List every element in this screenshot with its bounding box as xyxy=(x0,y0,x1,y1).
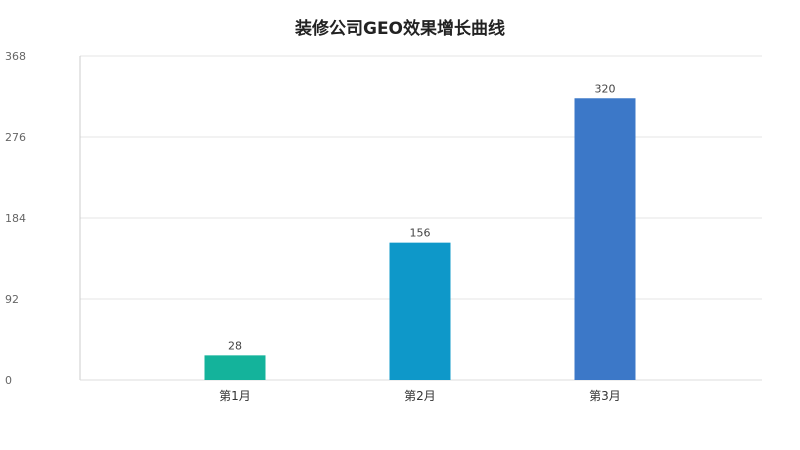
y-tick-label: 0 xyxy=(5,374,12,387)
y-tick-label: 92 xyxy=(5,293,19,306)
bar xyxy=(204,355,266,380)
x-tick-label: 第1月 xyxy=(219,389,251,403)
y-tick-labels: 0 92 184 276 368 xyxy=(5,50,26,387)
y-tick-label: 368 xyxy=(5,50,26,63)
data-label: 156 xyxy=(410,227,431,240)
bars xyxy=(204,98,636,381)
data-label: 28 xyxy=(228,339,242,352)
x-tick-labels: 第1月 第2月 第3月 xyxy=(219,389,621,403)
bar xyxy=(389,242,451,380)
bar xyxy=(574,98,636,381)
chart-title: 装修公司GEO效果增长曲线 xyxy=(294,19,506,39)
data-label: 320 xyxy=(595,82,616,95)
x-tick-label: 第3月 xyxy=(589,389,621,403)
data-labels: 28 156 320 xyxy=(228,82,616,352)
y-tick-label: 184 xyxy=(5,212,26,225)
x-tick-label: 第2月 xyxy=(404,389,436,403)
y-tick-label: 276 xyxy=(5,131,26,144)
